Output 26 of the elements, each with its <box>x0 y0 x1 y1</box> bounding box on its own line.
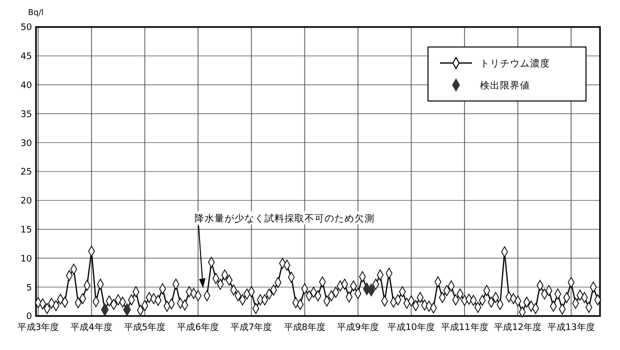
x-tick-label: 平成9年度 <box>337 322 379 333</box>
y-tick-label: 35 <box>20 110 32 120</box>
y-tick-label: 10 <box>20 254 32 264</box>
x-tick-label: 平成8年度 <box>284 322 326 333</box>
x-tick-label: 平成10年度 <box>388 322 435 333</box>
y-tick-label: 30 <box>20 138 32 149</box>
legend-label: 検出限界値 <box>480 79 530 92</box>
y-tick-label: 15 <box>20 225 32 236</box>
y-tick-label: 20 <box>20 196 32 207</box>
x-tick-label: 平成13年度 <box>547 322 595 333</box>
x-tick-label: 平成12年度 <box>494 322 542 333</box>
x-tick-label: 平成7年度 <box>230 322 272 333</box>
y-tick-label: 5 <box>26 283 32 294</box>
y-tick-label: 25 <box>20 168 32 178</box>
y-tick-label: 50 <box>20 23 32 34</box>
y-tick-label: 45 <box>20 52 32 62</box>
legend-label: トリチウム濃度 <box>480 57 550 70</box>
y-axis-title: Bq/l <box>28 8 44 17</box>
x-tick-label: 平成6年度 <box>177 322 219 333</box>
x-tick-label: 平成11年度 <box>440 322 488 333</box>
x-tick-label: 平成3年度 <box>17 322 60 333</box>
x-tick-label: 平成5年度 <box>124 322 166 333</box>
x-tick-label: 平成4年度 <box>70 322 112 333</box>
y-tick-label: 40 <box>20 80 32 91</box>
annotation: 降水量が少なく試料採取不可のため欠測 <box>194 212 375 224</box>
y-tick-label: 0 <box>26 312 32 322</box>
